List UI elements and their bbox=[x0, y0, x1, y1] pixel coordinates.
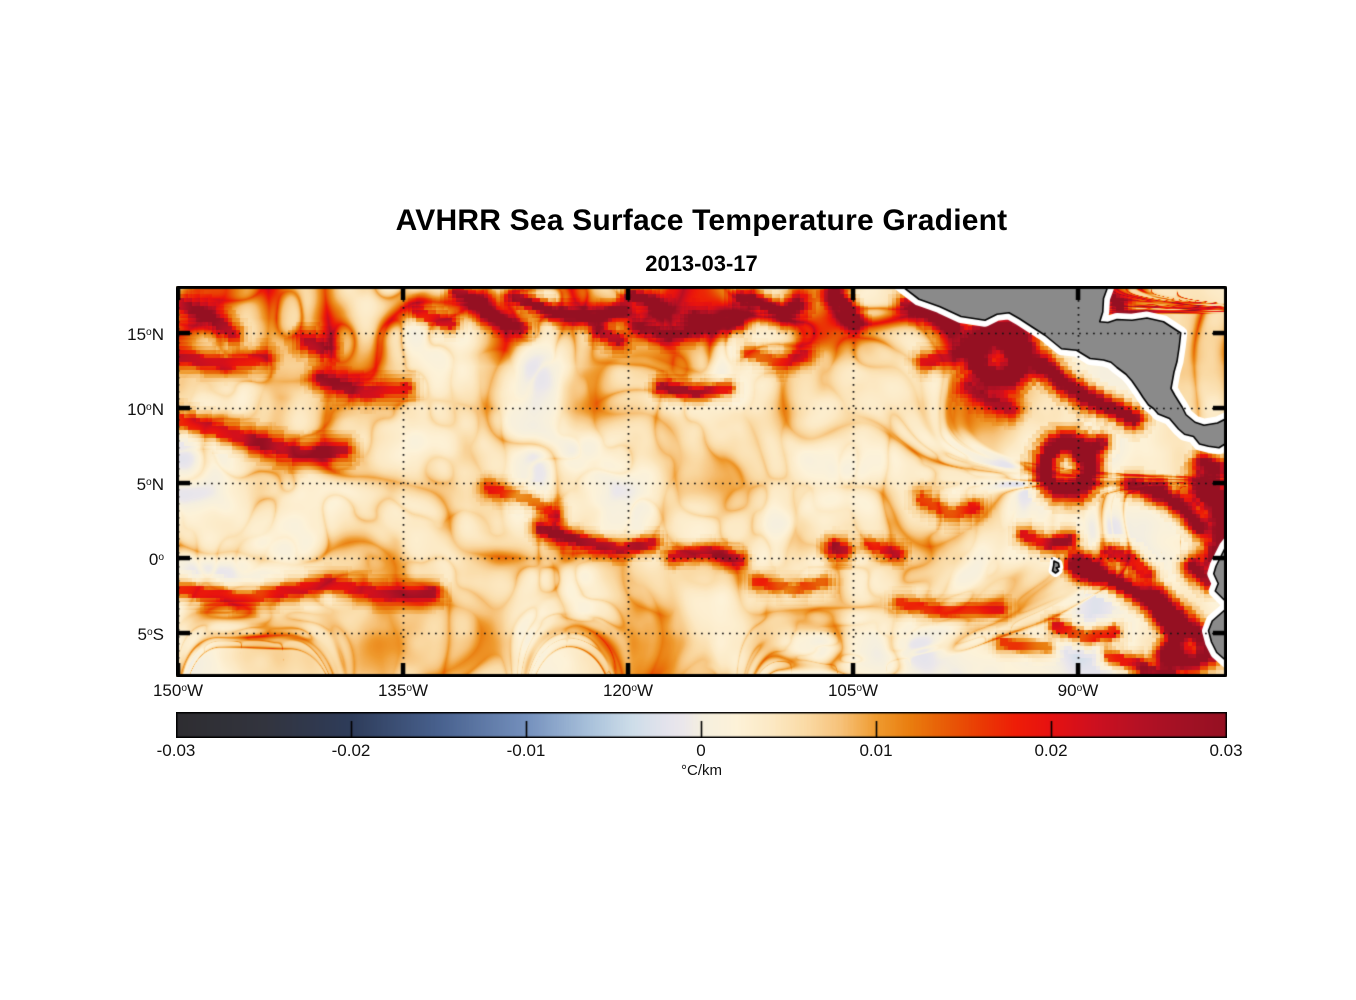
colorbar-tick-label: 0.01 bbox=[859, 741, 893, 760]
colorbar-tick-label: -0.03 bbox=[156, 741, 196, 760]
colorbar-tick-label: 0.03 bbox=[1209, 741, 1243, 760]
colorbar-tick-label: 0 bbox=[696, 741, 706, 760]
x-tick-label: 135oW bbox=[377, 681, 429, 700]
colorbar-tick-label: -0.02 bbox=[331, 741, 371, 760]
colorbar-tick-label: -0.01 bbox=[506, 741, 546, 760]
y-tick-label: 10oN bbox=[127, 400, 164, 420]
colorbar-tick-label: 0.02 bbox=[1034, 741, 1068, 760]
x-tick-label: 90oW bbox=[1057, 681, 1099, 700]
y-tick-label: 15oN bbox=[127, 325, 164, 345]
figure-date: 2013-03-17 bbox=[645, 251, 758, 276]
x-tick-label: 105oW bbox=[827, 681, 879, 700]
y-tick-label: 5oS bbox=[137, 625, 164, 645]
y-tick-label: 0o bbox=[148, 550, 164, 570]
colorbar-canvas bbox=[176, 712, 1227, 738]
colorbar-unit-label: °C/km bbox=[681, 762, 722, 779]
sst-gradient-map-canvas bbox=[176, 286, 1227, 677]
figure-title: AVHRR Sea Surface Temperature Gradient bbox=[395, 204, 1008, 237]
x-tick-label: 120oW bbox=[602, 681, 654, 700]
x-tick-label: 150oW bbox=[152, 681, 204, 700]
y-tick-label: 5oN bbox=[136, 475, 164, 495]
